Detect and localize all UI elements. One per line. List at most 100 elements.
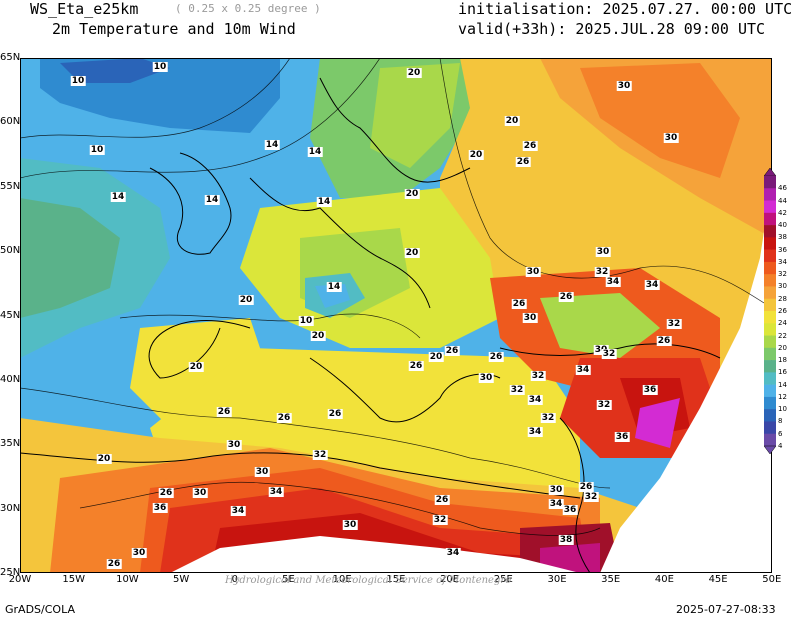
contour-label: 14 bbox=[307, 147, 323, 157]
contour-label: 20 bbox=[188, 362, 204, 372]
colorbar-level-label: 40 bbox=[778, 221, 787, 230]
contour-label: 30 bbox=[548, 485, 564, 495]
colorbar-segment bbox=[764, 237, 776, 250]
colorbar-level-label: 24 bbox=[778, 319, 787, 328]
colorbar-segment bbox=[764, 433, 776, 447]
colorbar-level-label: 12 bbox=[778, 392, 787, 401]
colorbar-segment bbox=[764, 421, 776, 435]
contour-label: 26 bbox=[106, 559, 122, 569]
contour-label: 14 bbox=[326, 282, 342, 292]
colorbar-level-label: 20 bbox=[778, 343, 787, 352]
lat-label: 30N bbox=[0, 502, 21, 514]
contour-label: 34 bbox=[605, 277, 621, 287]
contour-label: 32 bbox=[666, 319, 682, 329]
colorbar-segment bbox=[764, 249, 776, 263]
valid-time: valid(+33h): 2025.JUL.28 09:00 UTC bbox=[458, 20, 766, 38]
colorbar-level-label: 28 bbox=[778, 294, 787, 303]
resolution-note: ( 0.25 x 0.25 degree ) bbox=[175, 2, 321, 15]
contour-label: 32 bbox=[530, 371, 546, 381]
lon-label: 10W bbox=[116, 574, 139, 585]
contour-label: 30 bbox=[593, 345, 609, 355]
contour-label: 30 bbox=[254, 467, 270, 477]
contour-label: 32 bbox=[509, 385, 525, 395]
contour-label: 32 bbox=[540, 413, 556, 423]
colorbar-level-label: 26 bbox=[778, 307, 787, 315]
contour-label: 30 bbox=[226, 440, 242, 450]
lat-label: 55N bbox=[0, 180, 21, 192]
colorbar-segment bbox=[764, 298, 776, 312]
contour-label: 26 bbox=[522, 141, 538, 151]
lon-label: 35E bbox=[601, 574, 621, 585]
contour-label: 20 bbox=[404, 248, 420, 258]
contour-label: 34 bbox=[268, 487, 284, 497]
colorbar-segment bbox=[764, 384, 776, 398]
colorbar-segment bbox=[764, 396, 776, 410]
colorbar-level-label: 42 bbox=[778, 208, 787, 217]
contour-label: 32 bbox=[601, 349, 617, 359]
contour-label: 20 bbox=[468, 150, 484, 160]
contour-label: 30 bbox=[616, 81, 632, 91]
contour-label: 30 bbox=[192, 488, 208, 498]
contour-label: 14 bbox=[204, 195, 220, 205]
colorbar-level-label: 46 bbox=[778, 184, 787, 193]
contour-label: 30 bbox=[663, 133, 679, 143]
contour-label: 26 bbox=[216, 407, 232, 417]
contour-label: 26 bbox=[408, 361, 424, 371]
contour-label: 26 bbox=[327, 409, 343, 419]
colorbar-segment bbox=[764, 200, 776, 214]
colorbar-segment bbox=[764, 212, 776, 226]
colorbar-segment bbox=[764, 360, 776, 373]
colorbar-level-label: 38 bbox=[778, 233, 787, 242]
contour-label: 32 bbox=[583, 492, 599, 502]
colorbar-level-label: 4 bbox=[778, 442, 783, 450]
contour-label: 26 bbox=[434, 495, 450, 505]
colorbar-segment bbox=[764, 347, 776, 361]
contour-label: 30 bbox=[131, 548, 147, 558]
colorbar-level-label: 22 bbox=[778, 331, 787, 340]
lon-label: 50E bbox=[762, 574, 782, 585]
contour-label: 26 bbox=[515, 157, 531, 167]
contour-label: 36 bbox=[642, 385, 658, 395]
colorbar-segment bbox=[764, 409, 776, 422]
contour-label: 10 bbox=[152, 62, 168, 72]
contour-label: 14 bbox=[264, 140, 280, 150]
colorbar-level-label: 32 bbox=[778, 270, 787, 279]
colorbar-level-label: 30 bbox=[778, 282, 787, 291]
contour-label: 38 bbox=[558, 535, 574, 545]
lon-label: 20W bbox=[8, 574, 32, 585]
lat-label: 45N bbox=[0, 309, 21, 321]
lon-label: 10E bbox=[332, 574, 352, 585]
colorbar-segment bbox=[764, 261, 776, 275]
contour-label: 26 bbox=[511, 299, 527, 309]
contour-label: 36 bbox=[562, 505, 578, 515]
contour-label: 10 bbox=[89, 145, 105, 155]
lat-label: 65N bbox=[0, 52, 21, 63]
colorbar-segment bbox=[764, 323, 776, 336]
colorbar-level-label: 14 bbox=[778, 380, 787, 389]
contour-label: 20 bbox=[96, 454, 112, 464]
temperature-map bbox=[20, 58, 772, 573]
lon-label: 15W bbox=[62, 574, 85, 585]
colorbar-level-label: 18 bbox=[778, 356, 787, 365]
contour-label: 26 bbox=[444, 346, 460, 356]
colorbar-top-arrow bbox=[764, 168, 776, 177]
contour-label: 20 bbox=[406, 68, 422, 78]
contour-label: 20 bbox=[404, 189, 420, 199]
contour-label: 34 bbox=[644, 280, 660, 290]
contour-label: 30 bbox=[478, 373, 494, 383]
contour-label: 32 bbox=[594, 267, 610, 277]
contour-label: 20 bbox=[504, 116, 520, 126]
lon-label: 0 bbox=[231, 574, 238, 585]
lon-label: 5W bbox=[172, 574, 190, 585]
lon-label: 5E bbox=[282, 574, 295, 585]
lat-label: 40N bbox=[0, 374, 21, 385]
lon-label: 25E bbox=[493, 574, 513, 585]
contour-label: 20 bbox=[428, 352, 444, 362]
contour-label: 14 bbox=[110, 192, 126, 202]
lon-label: 20E bbox=[440, 574, 460, 585]
colorbar-segment bbox=[764, 188, 776, 201]
generation-timestamp: 2025-07-27-08:33 bbox=[676, 603, 776, 616]
contour-label: 36 bbox=[152, 503, 168, 513]
lat-label: 25N bbox=[0, 567, 21, 579]
contour-label: 26 bbox=[488, 352, 504, 362]
